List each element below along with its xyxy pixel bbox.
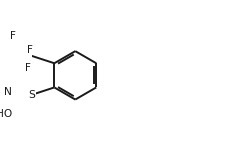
Text: F: F <box>10 31 16 41</box>
Text: S: S <box>28 90 35 100</box>
Text: N: N <box>4 87 12 97</box>
Text: HO: HO <box>0 109 13 119</box>
Text: F: F <box>27 45 33 55</box>
Text: F: F <box>25 63 31 73</box>
